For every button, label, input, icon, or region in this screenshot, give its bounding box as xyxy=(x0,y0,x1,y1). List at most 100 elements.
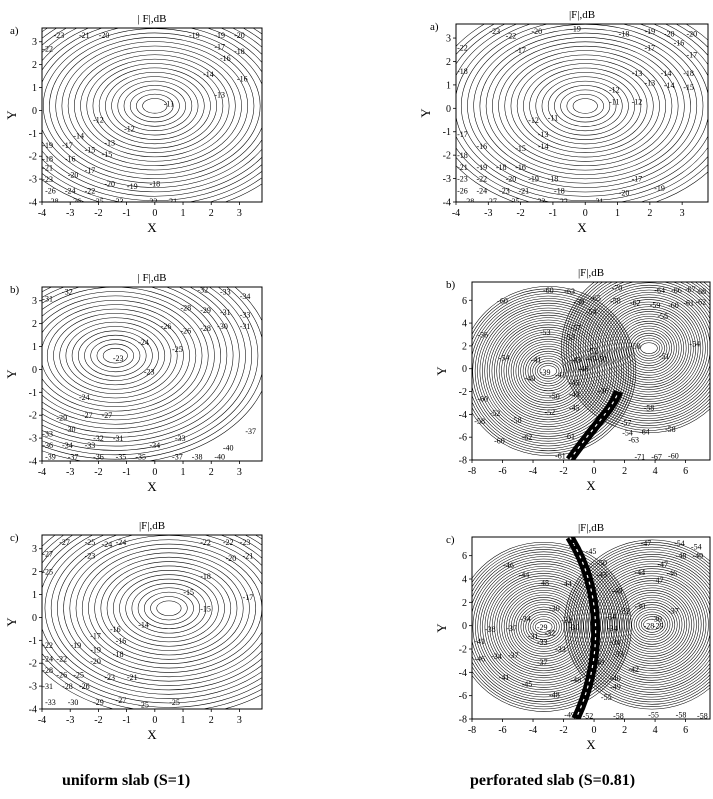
contour-line xyxy=(106,565,232,651)
contour-label: -23 xyxy=(457,175,468,184)
contour-label: -23 xyxy=(85,552,96,561)
contour-line xyxy=(643,618,661,631)
contour-line xyxy=(520,346,577,396)
contour-label: -17 xyxy=(687,50,698,59)
contour-line xyxy=(96,343,135,368)
contour-lines: -23-22-20 -19-18 -19 -20 -20-22 -17 -17-16-17-… xyxy=(456,24,708,206)
contour-line xyxy=(592,294,706,402)
y-axis-label: Y xyxy=(4,617,19,627)
contour-label: -33 xyxy=(175,434,186,443)
contour-line xyxy=(65,321,166,390)
contour-line xyxy=(42,28,262,197)
contour-line xyxy=(554,85,617,127)
contour-line xyxy=(472,541,632,712)
contour-line xyxy=(456,24,708,201)
contour-label: -23 xyxy=(144,368,155,377)
y-axis-label: Y xyxy=(4,369,19,379)
x-tick-label: 3 xyxy=(237,208,242,219)
contour-label: -22 xyxy=(557,197,568,206)
contour-label: -71 xyxy=(634,453,645,462)
contour-label: -24 xyxy=(116,538,127,547)
contour-label: -24 xyxy=(138,338,149,347)
y-tick-label: -2 xyxy=(29,152,37,163)
contour-label: -19 xyxy=(42,141,53,150)
x-tick-label: 0 xyxy=(592,466,597,477)
x-tick-label: -1 xyxy=(549,208,557,219)
contour-panel-6: -29 -28-29-37-34-31-30-32-30-32-33-33-34-… xyxy=(434,522,711,752)
contour-line xyxy=(487,573,601,681)
contour-line xyxy=(479,565,608,688)
contour-label: -22 xyxy=(506,32,517,41)
contour-label: -24 xyxy=(102,540,113,549)
contour-line xyxy=(612,587,692,662)
contour-line xyxy=(616,592,688,657)
contour-label: -17 xyxy=(457,130,468,139)
contour-line xyxy=(42,295,203,416)
y-axis-label: Y xyxy=(434,623,449,633)
contour-label: -12 xyxy=(632,97,643,106)
y-tick-label: -8 xyxy=(459,456,467,467)
contour-label: -17 xyxy=(90,632,101,641)
contour-label: -22 xyxy=(42,45,53,54)
contour-label: -16 xyxy=(65,155,76,164)
contour-label: -17 xyxy=(645,43,656,52)
contour-label: -17 xyxy=(243,593,254,602)
contour-label: -60 xyxy=(494,437,505,446)
contour-label: -14 xyxy=(203,70,214,79)
contour-label: -53 xyxy=(540,328,551,337)
contour-line xyxy=(494,319,603,423)
contour-label: -43 xyxy=(569,390,580,399)
contour-label: -21 xyxy=(243,552,254,561)
contour-label: -37 xyxy=(506,624,517,633)
x-tick-label: -1 xyxy=(122,467,130,478)
contour-line xyxy=(42,291,209,421)
contour-label: -58 xyxy=(511,416,522,425)
contour-label: -26 xyxy=(457,186,468,195)
contour-line xyxy=(479,305,617,437)
contour-label: -26 xyxy=(45,187,56,196)
contour-line xyxy=(635,337,663,359)
contour-label: -52 xyxy=(490,409,501,418)
contour-label: -44 xyxy=(634,568,645,577)
contour-label: -38 xyxy=(192,452,203,461)
y-tick-label: -4 xyxy=(459,668,467,679)
contour-line xyxy=(501,587,586,667)
contour-line xyxy=(150,596,188,621)
contour-line xyxy=(532,618,555,635)
contour-label: -67 xyxy=(651,453,662,462)
y-tick-label: 0 xyxy=(446,104,451,115)
contour-label: -22 xyxy=(147,197,158,206)
contour-label: -31 xyxy=(610,638,621,647)
contour-label: -20 xyxy=(99,31,110,40)
contour-line xyxy=(628,604,676,645)
contour-line xyxy=(42,287,228,434)
contour-label: -34 xyxy=(62,441,73,450)
contour-line xyxy=(541,76,629,136)
plot-title: | F|,dB xyxy=(138,272,167,284)
contour-label: -22 xyxy=(42,641,53,650)
x-tick-label: 0 xyxy=(152,208,157,219)
contour-line xyxy=(637,340,661,357)
contour-line xyxy=(144,591,194,625)
contour-label: -18 xyxy=(113,650,124,659)
contour-line xyxy=(484,570,603,683)
contour-line xyxy=(566,93,604,118)
contour-label: -18 xyxy=(457,67,468,76)
contour-panel-5: -27 -25 -24 -24 -22 -22 -23-27 -23 -20 -21-25-18-… xyxy=(4,520,263,742)
y-tick-label: 1 xyxy=(446,80,451,91)
x-tick-label: 2 xyxy=(647,208,652,219)
contour-label: -24 xyxy=(65,187,76,196)
y-tick-label: 0 xyxy=(32,106,37,117)
contour-label: -54 xyxy=(689,340,700,349)
contour-line xyxy=(604,306,694,390)
contour-label: -41 xyxy=(474,637,485,646)
y-tick-label: 4 xyxy=(462,319,467,330)
contour-panel-3: -31-32 -32 -33-34-28 -29 -31 -33-26-26 -28 -30-… xyxy=(4,272,263,494)
contour-line xyxy=(84,334,147,377)
contour-label: -25 xyxy=(138,700,149,709)
contour-label: -34 xyxy=(520,615,531,624)
contour-label: -32 xyxy=(544,629,555,638)
contour-label: -18 xyxy=(457,151,468,160)
contour-line xyxy=(508,334,589,408)
y-tick-label: -1 xyxy=(29,129,37,140)
